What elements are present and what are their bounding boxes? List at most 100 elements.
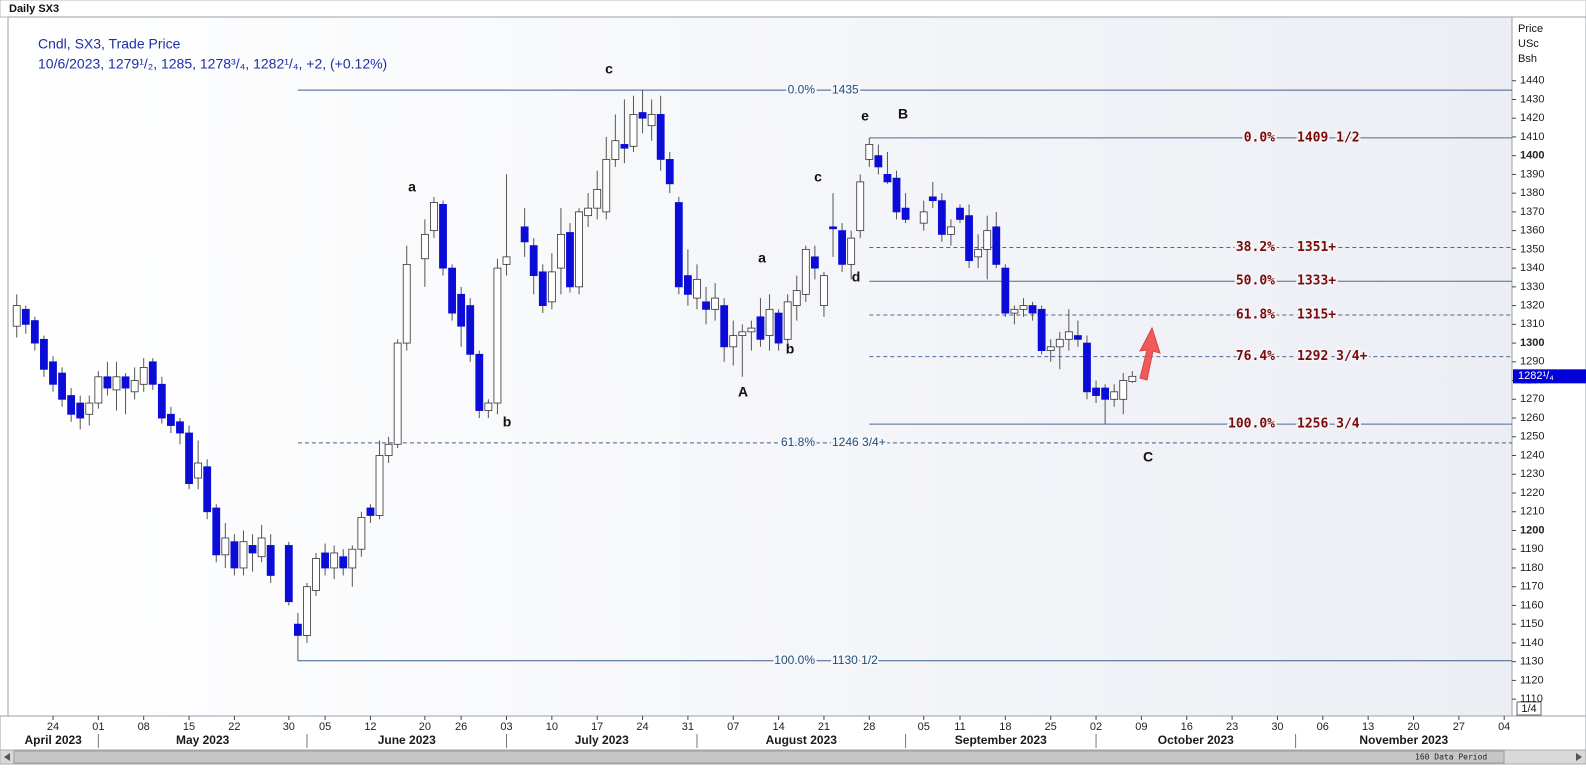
x-tick-label: 11 xyxy=(954,721,965,733)
candle-body xyxy=(928,196,937,202)
y-axis-label: Bsh xyxy=(1518,53,1537,65)
candle-body xyxy=(194,462,203,479)
candle-body xyxy=(157,383,166,419)
candle-body xyxy=(1074,335,1082,340)
scroll-right-arrow[interactable] xyxy=(1576,753,1582,761)
x-tick-label: 12 xyxy=(364,721,376,733)
wave-label: b xyxy=(786,341,795,357)
y-tick-label: 1250 xyxy=(1520,431,1544,443)
candle-body xyxy=(40,338,48,370)
candle-body xyxy=(547,271,556,303)
candle-body xyxy=(1037,308,1046,351)
x-tick-label: 07 xyxy=(727,721,739,733)
candle-body xyxy=(121,376,130,389)
candle-body xyxy=(856,181,865,232)
candle-body xyxy=(239,541,248,569)
candle-body xyxy=(12,305,21,327)
page-indicator[interactable]: 1/4 xyxy=(1521,703,1536,715)
candle-body xyxy=(566,232,574,288)
candle-body xyxy=(774,312,783,344)
candle-body xyxy=(339,556,348,569)
x-tick-label: 14 xyxy=(772,721,784,733)
candle-body xyxy=(956,207,964,220)
x-tick-label: 08 xyxy=(138,721,150,733)
candle-body xyxy=(321,552,330,569)
fib-level-price: 1256 3/4 xyxy=(1297,417,1360,432)
page-indicator-box[interactable] xyxy=(1516,701,1542,716)
candle-body xyxy=(529,245,538,277)
candle-body xyxy=(148,361,157,385)
candle-body xyxy=(366,507,375,516)
candle-body xyxy=(965,215,973,262)
x-tick-label: 26 xyxy=(455,721,467,733)
candle-body xyxy=(430,202,438,232)
candle-body xyxy=(593,189,602,209)
candle-body xyxy=(865,144,874,160)
candle-body xyxy=(375,455,384,516)
x-tick-label: 01 xyxy=(92,721,104,733)
candle-body xyxy=(230,541,239,569)
x-tick-label: 20 xyxy=(419,721,431,733)
y-tick-label: 1270 xyxy=(1520,393,1544,405)
x-tick-label: 27 xyxy=(1453,721,1465,733)
candle-body xyxy=(1001,267,1010,314)
wave-label: d xyxy=(852,269,861,285)
candle-body xyxy=(76,402,85,419)
candle-body xyxy=(992,226,1001,265)
y-tick-label: 1150 xyxy=(1520,618,1544,630)
candle-body xyxy=(1119,380,1128,400)
fib-level-percent: 50.0% xyxy=(1236,274,1275,289)
y-tick-label: 1230 xyxy=(1520,468,1544,480)
fib-level-percent: 61.8% xyxy=(1236,307,1275,322)
candle-body xyxy=(212,507,221,556)
scroll-left-arrow[interactable] xyxy=(4,753,10,761)
candle-body xyxy=(1101,387,1110,400)
y-tick-label: 1240 xyxy=(1520,449,1544,461)
candle-body xyxy=(874,155,883,168)
y-tick-label: 1290 xyxy=(1520,356,1544,368)
month-label: April 2023 xyxy=(24,733,82,747)
candle-body xyxy=(974,248,983,258)
candle-body xyxy=(1019,305,1028,310)
x-tick-label: 02 xyxy=(1090,721,1102,733)
y-tick-label: 1190 xyxy=(1520,543,1544,555)
candle-body xyxy=(711,297,720,310)
candle-body xyxy=(1046,346,1055,351)
candle-body xyxy=(167,413,175,426)
label-layer: 1110112011301140115011601170118011901200… xyxy=(24,61,1586,748)
candle-body xyxy=(393,342,402,445)
candle-body xyxy=(112,376,121,391)
x-tick-label: 10 xyxy=(546,721,558,733)
x-tick-label: 28 xyxy=(863,721,875,733)
fib-level-price: 1292 3/4+ xyxy=(1297,349,1368,364)
candle-body xyxy=(1010,308,1019,314)
y-tick-label: 1300 xyxy=(1520,337,1544,349)
candle-body xyxy=(439,203,447,269)
candle-body xyxy=(1028,305,1037,314)
candle-body xyxy=(838,230,846,265)
fib-level-percent: 0.0% xyxy=(788,82,816,96)
y-tick-label: 1260 xyxy=(1520,412,1544,424)
candle-body xyxy=(829,226,837,230)
candle-body xyxy=(1110,391,1119,400)
candle-body xyxy=(348,548,357,569)
month-label: May 2023 xyxy=(176,733,230,747)
candle-body xyxy=(810,256,819,269)
candle-body xyxy=(448,267,456,314)
wave-label: C xyxy=(1143,449,1153,465)
candle-body xyxy=(693,278,701,299)
candle-body xyxy=(575,211,583,288)
x-tick-label: 30 xyxy=(1271,721,1283,733)
x-tick-label: 15 xyxy=(183,721,195,733)
month-label: July 2023 xyxy=(575,733,629,747)
x-tick-label: 30 xyxy=(283,721,295,733)
plot-area xyxy=(7,16,1513,717)
candle-body xyxy=(203,466,212,513)
date-axis-panel xyxy=(0,715,1586,751)
x-tick-label: 06 xyxy=(1317,721,1329,733)
candle-body xyxy=(901,207,910,220)
candle-body xyxy=(1064,331,1073,340)
scrollbar-thumb[interactable] xyxy=(13,750,1505,764)
y-tick-label: 1220 xyxy=(1520,487,1544,499)
candle-body xyxy=(602,159,611,213)
